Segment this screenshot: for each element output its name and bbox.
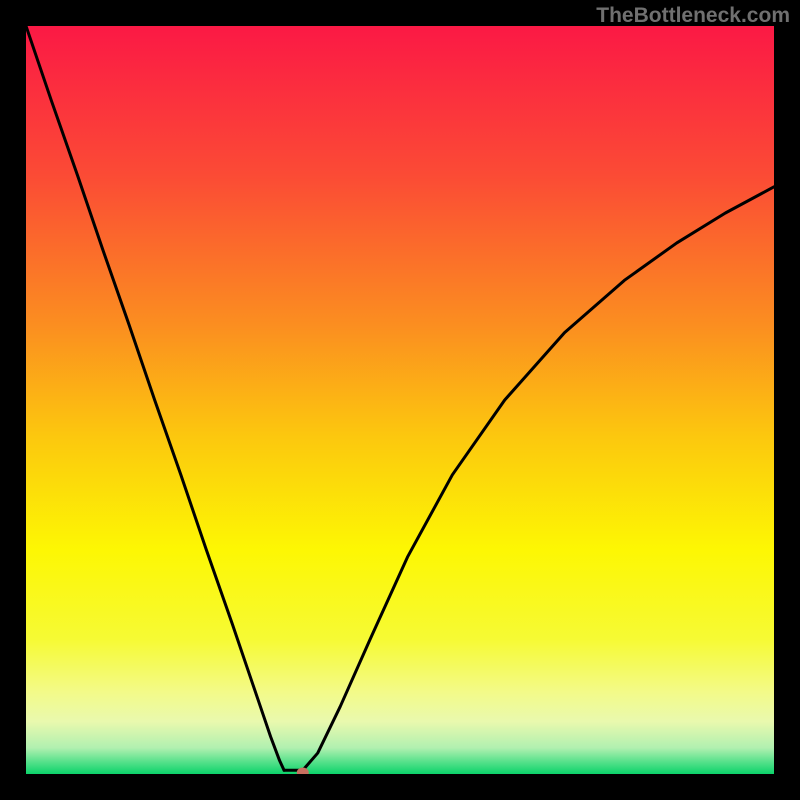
bottleneck-curve-left <box>26 26 284 770</box>
optimal-marker <box>297 768 309 774</box>
plot-frame <box>26 26 774 774</box>
bottleneck-curve-right <box>284 187 774 770</box>
plot-area <box>26 26 774 774</box>
watermark-text: TheBottleneck.com <box>596 4 790 28</box>
curve-svg <box>26 26 774 774</box>
